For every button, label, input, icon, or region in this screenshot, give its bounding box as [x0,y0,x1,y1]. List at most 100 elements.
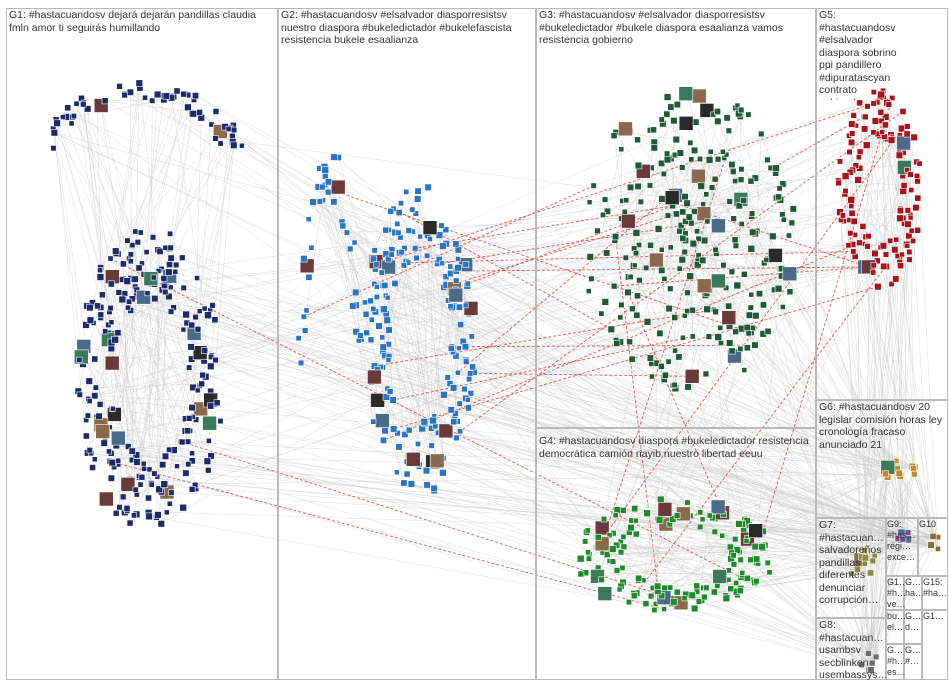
node-g5[interactable] [880,262,888,270]
node-g5[interactable] [906,256,913,263]
node-g3[interactable] [667,103,675,111]
node-g3[interactable] [648,360,655,367]
node-g3[interactable] [738,166,745,173]
node-g1[interactable] [201,305,208,312]
node-g1[interactable] [135,79,143,87]
node-g5[interactable] [908,227,915,234]
node-g5[interactable] [856,99,863,107]
node-g2[interactable] [371,247,378,254]
node-g4[interactable] [620,533,627,540]
node-g1[interactable] [180,326,187,333]
node-g4[interactable] [670,598,678,606]
node-g3[interactable] [667,244,674,251]
node-g5[interactable] [879,242,887,250]
node-g5[interactable] [847,230,854,237]
node-g3[interactable] [789,205,797,213]
node-g3[interactable] [714,155,722,163]
node-g3[interactable] [697,182,705,190]
node-g4[interactable] [632,530,640,538]
node-g4[interactable] [743,538,750,544]
node-g2[interactable] [395,229,402,236]
node-g3[interactable] [599,211,606,218]
node-g2[interactable] [370,392,385,408]
node-g3[interactable] [656,329,664,337]
node-g1[interactable] [131,275,139,283]
node-g1[interactable] [125,304,131,311]
node-g6[interactable] [910,465,917,472]
node-g2[interactable] [454,246,462,254]
node-g3[interactable] [647,241,654,249]
node-g3[interactable] [588,275,595,282]
node-g5[interactable] [914,227,921,234]
node-g1[interactable] [151,294,159,303]
node-g1[interactable] [86,316,95,324]
node-g5[interactable] [847,138,856,146]
node-g3[interactable] [676,227,683,235]
node-g1[interactable] [206,437,212,444]
node-g4[interactable] [585,555,592,562]
node-g3[interactable] [681,193,689,201]
node-g2[interactable] [438,423,454,439]
node-g4[interactable] [609,545,617,553]
node-g1[interactable] [114,329,122,337]
node-g1[interactable] [167,244,174,251]
node-g3[interactable] [785,232,792,239]
node-g1[interactable] [167,230,174,237]
node-g2[interactable] [429,416,437,425]
node-g1[interactable] [157,520,165,528]
node-g2[interactable] [401,430,409,438]
node-g3[interactable] [735,202,743,210]
node-g10[interactable] [927,541,935,549]
node-g1[interactable] [133,458,141,466]
node-g6[interactable] [895,469,903,477]
node-g2[interactable] [435,256,443,264]
node-g2[interactable] [308,244,315,251]
node-g3[interactable] [779,180,787,188]
node-g5[interactable] [885,101,893,108]
node-g6[interactable] [910,470,918,478]
node-g2[interactable] [414,440,421,447]
node-g1[interactable] [201,347,208,354]
node-g1[interactable] [131,512,138,519]
node-g1[interactable] [86,447,93,454]
node-g3[interactable] [700,236,709,245]
node-g4[interactable] [657,495,665,504]
node-g5[interactable] [888,280,895,288]
node-g2[interactable] [411,245,419,252]
node-g3[interactable] [730,215,737,222]
node-g2[interactable] [367,369,382,385]
node-g3[interactable] [603,249,611,257]
node-g5[interactable] [870,129,877,136]
node-g1[interactable] [154,511,162,519]
node-g1[interactable] [99,491,114,507]
node-g5[interactable] [889,95,896,102]
node-g1[interactable] [167,284,174,291]
node-g8[interactable] [858,661,865,669]
node-g1[interactable] [116,83,123,90]
node-g3[interactable] [774,284,783,293]
node-g1[interactable] [172,268,179,275]
node-g1[interactable] [96,401,104,408]
node-g1[interactable] [76,356,83,363]
node-g1[interactable] [159,461,167,469]
node-g3[interactable] [752,312,760,320]
node-g2[interactable] [428,442,435,449]
node-g1[interactable] [167,254,175,262]
node-g3[interactable] [691,168,706,184]
node-g2[interactable] [367,297,374,305]
node-g3[interactable] [714,117,722,125]
node-g5[interactable] [904,207,911,214]
node-g1[interactable] [194,275,200,281]
node-g2[interactable] [379,334,386,341]
node-g3[interactable] [689,306,696,314]
node-g1[interactable] [50,129,59,137]
node-g3[interactable] [689,239,698,248]
node-g3[interactable] [635,242,642,249]
node-g2[interactable] [455,303,463,311]
node-g1[interactable] [132,451,141,459]
node-g3[interactable] [684,308,691,314]
node-g3[interactable] [772,164,780,173]
node-g1[interactable] [186,364,193,371]
node-g1[interactable] [120,476,136,492]
node-g5[interactable] [854,176,862,184]
